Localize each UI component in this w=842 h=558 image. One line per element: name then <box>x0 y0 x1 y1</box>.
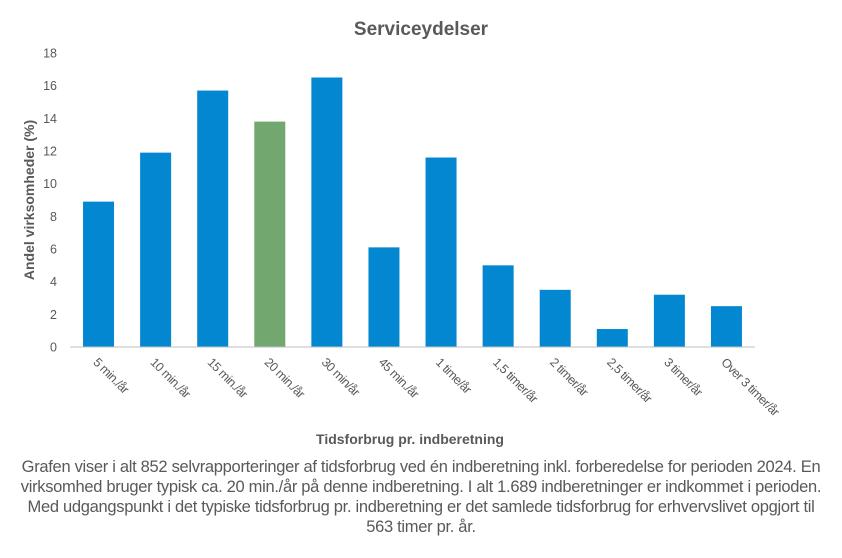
x-tick-label: Over 3 timer/år <box>718 355 782 419</box>
y-axis-label: Andel virksomheder (%) <box>21 120 37 280</box>
chart-title: Serviceydelser <box>354 19 489 40</box>
x-tick-label: 5 min./år <box>90 355 131 396</box>
bar <box>425 157 457 347</box>
y-tick-label: 16 <box>43 79 57 93</box>
x-tick-label: 20 min./år <box>262 355 308 401</box>
x-tick-label: 3 timer/år <box>661 355 705 399</box>
x-tick-label: 1 time/år <box>433 355 474 396</box>
y-tick-label: 2 <box>50 308 57 322</box>
bar <box>596 329 628 347</box>
x-tick-label: 1,5 timer/år <box>490 355 541 406</box>
x-tick-label: 30 min/år <box>319 355 363 399</box>
bar <box>254 121 286 347</box>
bar <box>83 201 115 347</box>
bar <box>653 294 685 347</box>
y-tick-label: 14 <box>43 112 57 126</box>
bar <box>710 306 742 347</box>
y-tick-label: 12 <box>43 145 57 159</box>
x-tick-label: 10 min./år <box>148 355 194 401</box>
bar <box>368 247 400 347</box>
bar <box>140 152 172 347</box>
bar <box>197 90 229 348</box>
x-tick-label: 45 min./år <box>376 355 422 401</box>
y-tick-label: 18 <box>43 47 57 61</box>
y-tick-label: 10 <box>43 177 57 191</box>
x-tick-label: 2 timer/år <box>547 355 591 399</box>
y-tick-label: 4 <box>50 275 57 289</box>
y-tick-label: 8 <box>50 210 57 224</box>
chart-caption: Grafen viser i alt 852 selvrapporteringe… <box>20 458 822 536</box>
y-tick-label: 6 <box>50 243 57 257</box>
y-tick-label: 0 <box>50 341 57 355</box>
x-axis-label: Tidsforbrug pr. indberetning <box>316 431 504 447</box>
bar <box>539 289 571 347</box>
x-tick-label: 2,5 timer/år <box>604 355 655 406</box>
x-tick-label: 15 min./år <box>205 355 251 401</box>
bar-chart: Serviceydelser Andel virksomheder (%) Ti… <box>21 19 782 447</box>
bar <box>311 77 343 347</box>
bar <box>482 265 514 347</box>
